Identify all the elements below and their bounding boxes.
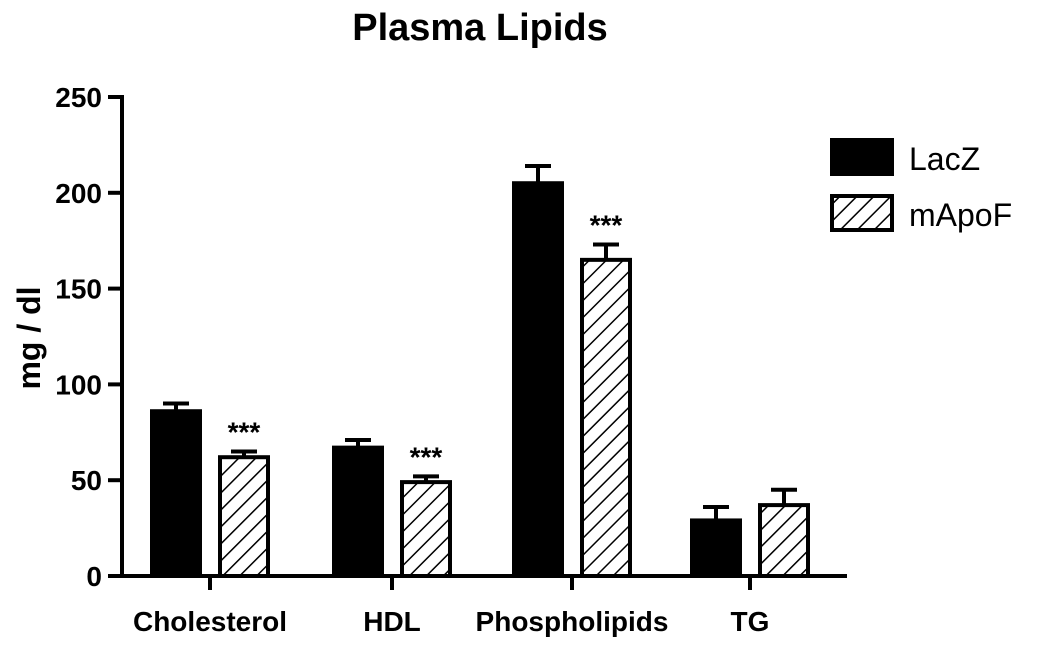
bar-lacz (150, 409, 202, 578)
significance-marker: *** (228, 416, 261, 447)
y-tick-label: 0 (86, 561, 102, 592)
y-tick-label: 50 (71, 465, 102, 496)
y-tick-label: 250 (55, 82, 102, 113)
chart-title: Plasma Lipids (352, 7, 608, 49)
significance-marker: *** (410, 441, 443, 472)
legend-swatch-lacz (830, 138, 894, 176)
x-tick-label: TG (731, 606, 770, 637)
significance-marker: *** (590, 210, 623, 241)
x-tick-label: Cholesterol (133, 606, 287, 637)
bar-mapof (758, 503, 810, 578)
y-tick-label: 200 (55, 178, 102, 209)
y-tick-label: 100 (55, 369, 102, 400)
legend: LacZ mApoF (830, 138, 1012, 233)
legend-swatch-mapof (830, 194, 894, 232)
bar-mapof (580, 257, 632, 578)
bars-group (150, 163, 810, 579)
bar-lacz (332, 445, 384, 578)
bar-mapof (218, 455, 270, 579)
bar-lacz (690, 518, 742, 578)
x-tick-label: HDL (363, 606, 421, 637)
y-tick-label: 150 (55, 274, 102, 305)
bar-mapof (400, 480, 452, 578)
labels-group: 0 50 100 150 200 250 Cholesterol *** HDL *** Phosp… (55, 82, 769, 637)
y-axis-label: mg / dl (11, 286, 47, 389)
x-tick-label: Phospholipids (476, 606, 669, 637)
legend-label-mapof: mApoF (909, 197, 1012, 233)
bar-lacz (512, 181, 564, 578)
legend-label-lacz: LacZ (909, 141, 980, 177)
